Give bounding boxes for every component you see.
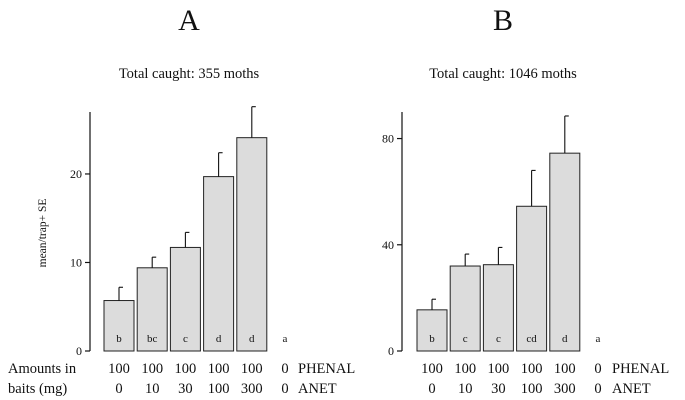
panel-b-anet-amount: 10 [458,381,473,397]
panel-b-significance-letter: b [429,333,435,345]
panel-b-anet-amount: 0 [594,381,601,397]
panel-a-significance-letter: a [283,333,288,345]
panel-a-phenal-amount: 100 [208,361,230,377]
panel-a-bar [203,176,235,352]
panel-b-bar [449,265,481,352]
panel-b-anet-amount: 100 [521,381,543,397]
panel-a-significance-letter: d [216,333,222,345]
panel-b-label: B [493,4,513,37]
panel-a-bar [103,300,135,352]
panel-a-phenal-amount: 0 [281,361,288,377]
panel-a-anet-amount: 0 [281,381,288,397]
amounts-label-line1: Amounts in [8,361,77,377]
panel-b-y-tick-label: 80 [382,132,394,146]
panel-a-significance-letter: b [116,333,122,345]
panel-b-significance-letter: c [463,333,468,345]
panel-b-significance-letter: d [562,333,568,345]
panel-b-anet-amount: 300 [554,381,576,397]
panel-a-ylabel: mean/trap+ SE [37,199,49,268]
panel-a-y-tick-label: 0 [76,344,82,358]
panel-a-significance-letter: bc [147,333,158,345]
amounts-label-line2: baits (mg) [8,381,67,397]
panel-b-y-tick-label: 40 [382,238,394,252]
panel-b-plot: 0 40 80 b 100 0 c 100 10 c 100 30 cd 100 100 d 100 300 a 0 0 [382,112,602,397]
panel-a-subtitle: Total caught: 355 moths [119,66,260,82]
panel-a-y-tick-label: 10 [70,255,82,269]
panel-b-y-tick-label: 0 [388,344,394,358]
panel-b-significance-letter: cd [526,333,537,345]
panel-b-anet-label: ANET [612,381,651,397]
panel-a-bar [136,267,168,352]
panel-b-phenal-amount: 100 [554,361,576,377]
panel-b-significance-letter: c [496,333,501,345]
panel-b-significance-letter: a [596,333,601,345]
panel-b-phenal-amount: 100 [488,361,510,377]
panel-a-phenal-amount: 100 [241,361,263,377]
panel-a-phenal-amount: 100 [141,361,163,377]
panel-b-phenal-amount: 100 [521,361,543,377]
panel-a-anet-amount: 0 [115,381,122,397]
panel-a-anet-amount: 100 [208,381,230,397]
panel-a-phenal-label: PHENAL [298,361,355,377]
panel-a-y-tick-label: 20 [70,167,82,181]
panel-a-anet-amount: 10 [145,381,160,397]
panel-b-phenal-amount: 100 [454,361,476,377]
panel-a-significance-letter: c [183,333,188,345]
panel-b-phenal-amount: 100 [421,361,443,377]
panel-a-label: A [178,4,200,37]
panel-a-phenal-amount: 100 [175,361,197,377]
panel-a-phenal-amount: 100 [108,361,130,377]
panel-a-significance-letter: d [249,333,255,345]
panel-b-subtitle: Total caught: 1046 moths [429,66,577,82]
panel-a-plot: 0 10 20 b 100 0 bc 100 10 c 100 30 d 100 100 d 100 300 a 0 0 [70,106,289,397]
panel-b-bar [482,264,514,352]
panel-a-bar [236,137,268,352]
panel-b-bar [549,152,581,352]
panel-a-bar [169,246,201,352]
panel-b-phenal-amount: 0 [594,361,601,377]
panel-b-phenal-label: PHENAL [612,361,669,377]
panel-a-anet-amount: 30 [178,381,193,397]
panel-b-bar [516,205,548,352]
panel-b-anet-amount: 30 [491,381,506,397]
panel-a-anet-label: ANET [298,381,337,397]
panel-a-anet-amount: 300 [241,381,263,397]
panel-b-anet-amount: 0 [428,381,435,397]
